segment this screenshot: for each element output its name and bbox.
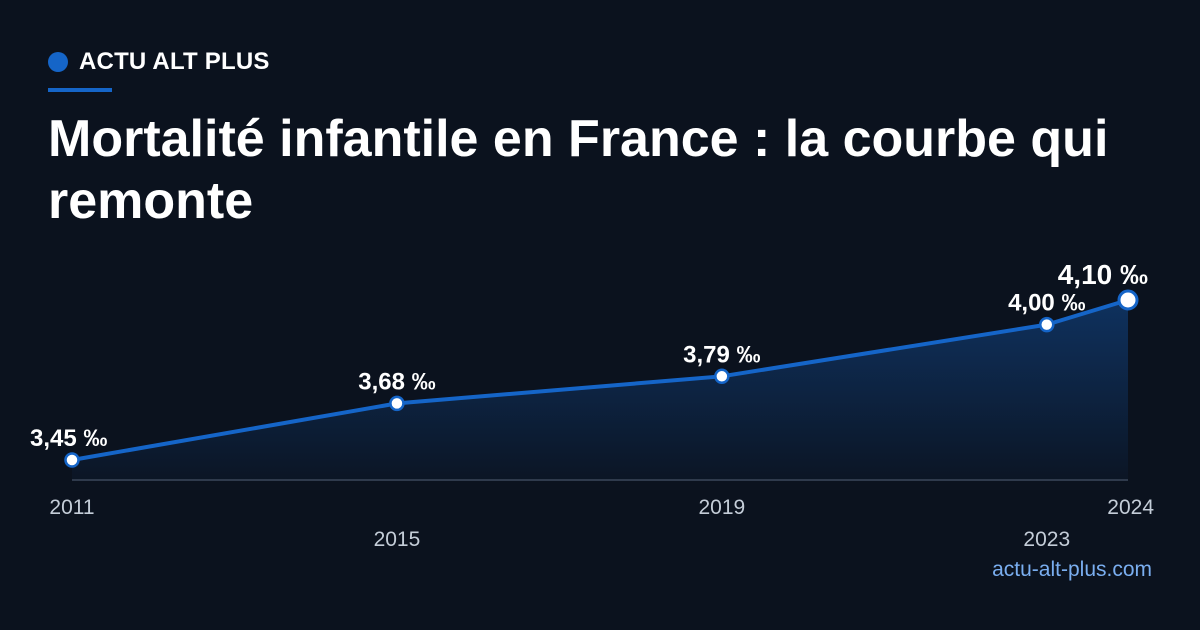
- data-label: 4,10 ‰: [1058, 259, 1148, 290]
- brand: ACTU ALT PLUS: [48, 48, 270, 76]
- data-point: [64, 452, 80, 468]
- data-points: [64, 289, 1139, 468]
- x-tick-label: 2011: [49, 496, 94, 519]
- x-tick-label: 2019: [698, 496, 745, 519]
- source-link[interactable]: actu-alt-plus.com: [992, 558, 1152, 581]
- data-point: [1039, 316, 1055, 333]
- brand-name: ACTU ALT PLUS: [79, 48, 270, 75]
- data-label: 4,00 ‰: [1008, 290, 1085, 317]
- x-tick-labels: 2011 2015 2019 2023 2024: [49, 496, 1154, 551]
- x-tick-label: 2023: [1023, 528, 1070, 551]
- brand-underline: [48, 88, 112, 92]
- x-tick-label: 2015: [374, 528, 421, 551]
- area-fill: [72, 300, 1128, 480]
- data-point: [1117, 289, 1139, 311]
- data-label: 3,45 ‰: [30, 425, 107, 452]
- x-tick-label: 2024: [1107, 496, 1154, 519]
- data-labels: 3,45 ‰ 3,68 ‰ 3,79 ‰ 4,00 ‰4,10 ‰: [30, 259, 1148, 452]
- page-title: Mortalité infantile en France : la courb…: [48, 110, 1109, 230]
- data-label: 3,68 ‰: [358, 368, 435, 395]
- data-point: [389, 395, 405, 412]
- brand-dot-icon: [48, 52, 68, 72]
- data-point: [714, 368, 730, 385]
- data-label: 3,79 ‰: [683, 341, 760, 368]
